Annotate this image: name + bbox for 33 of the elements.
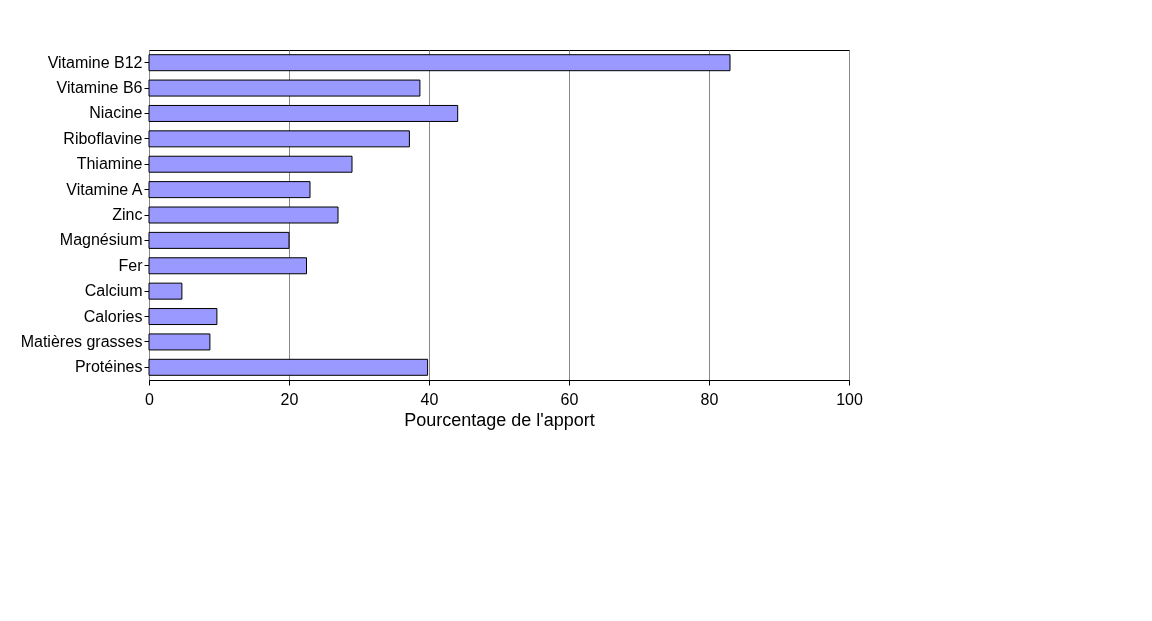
bar [148, 231, 290, 249]
x-tick-label: 100 [836, 390, 863, 408]
bar [148, 282, 183, 300]
y-tick-label: Calcium [84, 282, 143, 300]
x-axis-title: Pourcentage de l'apport [404, 409, 595, 430]
y-tick-label: Vitamine B6 [56, 79, 143, 97]
bar [148, 104, 459, 122]
y-tick-label: Matières grasses [20, 332, 143, 350]
bar [148, 181, 311, 199]
bar [148, 358, 429, 376]
y-tick-label: Riboflavine [63, 129, 143, 147]
y-tick-label: Protéines [74, 358, 143, 376]
bar [148, 206, 339, 224]
x-tick-label: 20 [280, 390, 299, 408]
y-tick-label: Thiamine [76, 155, 143, 173]
x-tick-label: 80 [700, 390, 719, 408]
bar [148, 333, 211, 351]
y-tick-label: Vitamine A [66, 180, 143, 198]
y-tick-label: Niacine [89, 104, 143, 122]
bar [148, 54, 731, 72]
y-tick-label: Fer [118, 256, 144, 274]
x-tick-label: 60 [560, 390, 579, 408]
bar [148, 79, 421, 97]
y-tick-label: Zinc [112, 206, 143, 223]
y-tick-label: Calories [83, 307, 143, 325]
x-tick-label: 40 [420, 390, 439, 408]
y-tick-label: Vitamine B12 [47, 53, 143, 71]
y-tick-label: Magnésium [59, 231, 143, 249]
x-tick-label: 0 [145, 390, 155, 408]
bar [148, 155, 353, 173]
bar [148, 130, 410, 148]
bar [148, 308, 218, 326]
bar [148, 257, 307, 275]
